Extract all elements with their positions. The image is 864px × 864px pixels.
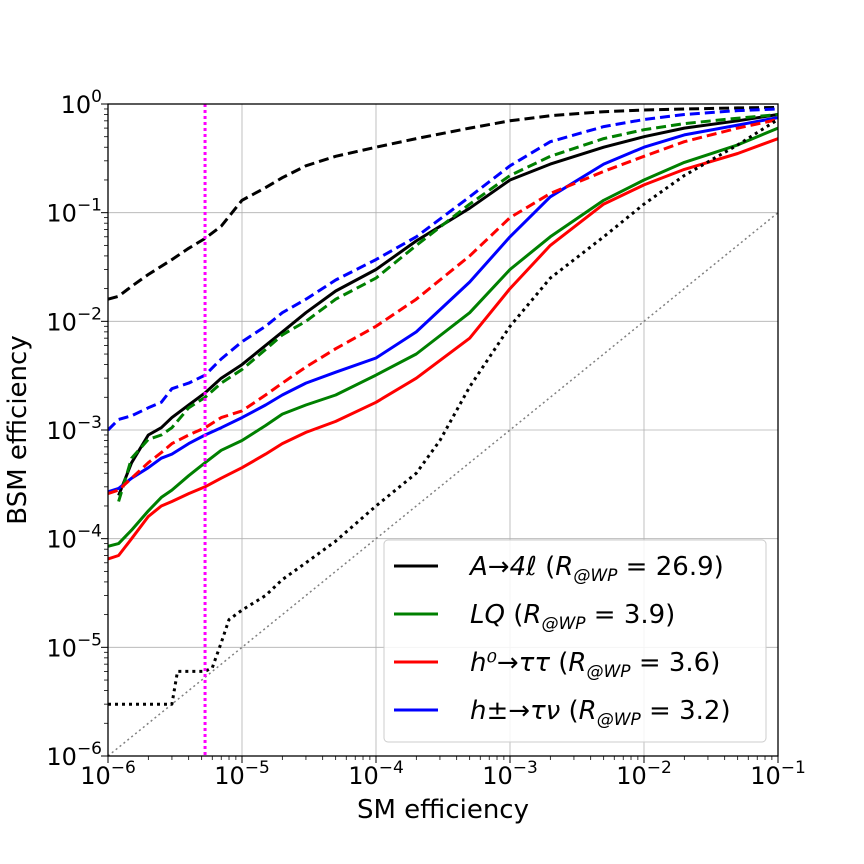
y-tick-label: 100 — [61, 87, 102, 119]
x-tick-label: 10−4 — [348, 758, 404, 790]
series-line-A_4l-dotted — [108, 118, 778, 706]
y-tick-label: 10−1 — [46, 196, 102, 228]
x-tick-label: 10−3 — [482, 758, 538, 790]
x-tick-label: 10−6 — [80, 758, 136, 790]
series-line-h0_tautau-dashed — [108, 118, 778, 496]
random-guess-line — [108, 212, 778, 756]
legend-box — [383, 539, 767, 743]
x-tick-label: 10−5 — [214, 758, 270, 790]
legend-label: A→4ℓ (R@WP = 26.9) — [468, 552, 724, 586]
y-tick-label: 10−2 — [46, 304, 102, 336]
series-line-h0_tautau-solid — [108, 137, 778, 561]
series-line-LQ-solid — [108, 126, 778, 548]
series-line-A_4l-dashed — [108, 105, 778, 301]
y-tick-label: 10−6 — [46, 739, 102, 771]
y-axis-label: BSM efficiency — [3, 335, 33, 524]
y-tick-label: 10−4 — [46, 522, 102, 554]
axis-ticks — [101, 103, 779, 763]
y-tick-label: 10−5 — [46, 630, 102, 662]
legend-label: h⁰→ττ (R@WP = 3.6) — [470, 648, 720, 682]
legend: A→4ℓ (R@WP = 26.9) LQ (R@WP = 3.9) h⁰→ττ (… — [383, 539, 767, 743]
series-line-hpm_taunu-dashed — [108, 107, 778, 432]
legend-label: LQ (R@WP = 3.9) — [470, 600, 675, 634]
y-tick-label: 10−3 — [46, 413, 102, 445]
series-line-A_4l-solid — [117, 113, 778, 496]
tick-labels: 10−6 10−5 10−4 10−3 10−2 10−1 10−6 10−5 10−4 10−3… — [46, 87, 805, 790]
x-axis-label: SM efficiency — [357, 795, 529, 825]
legend-label: h±→τν (R@WP = 3.2) — [470, 696, 731, 730]
efficiency-curves — [108, 104, 778, 756]
x-tick-label: 10−1 — [750, 758, 806, 790]
series-line-LQ-dashed — [117, 113, 778, 502]
x-tick-label: 10−2 — [616, 758, 672, 790]
series-line-hpm_taunu-solid — [108, 116, 778, 494]
